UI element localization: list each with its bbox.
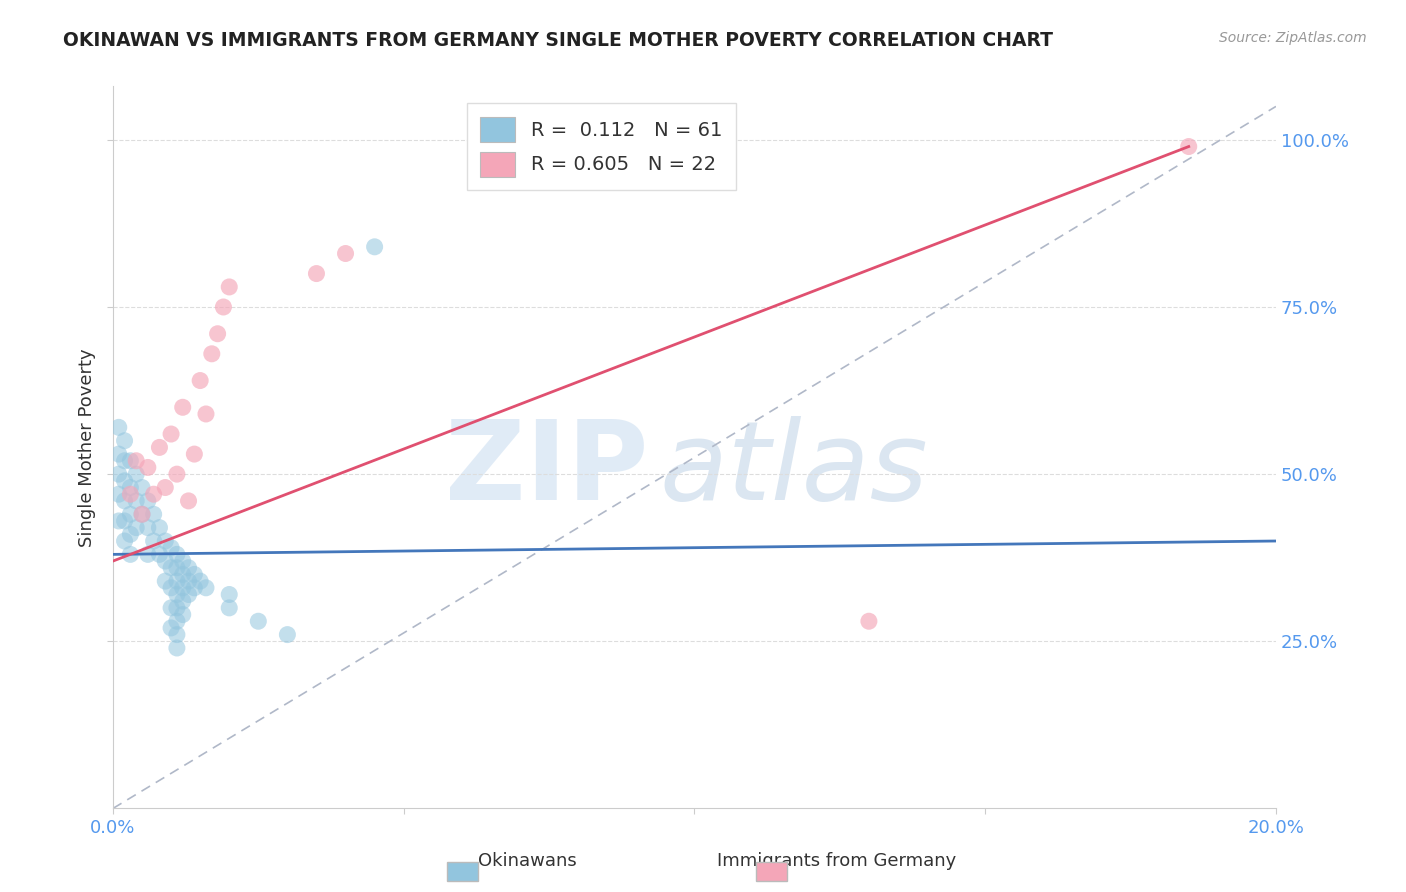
Point — [114, 494, 136, 508]
Point — [155, 554, 177, 568]
Point — [166, 574, 188, 588]
Point — [114, 434, 136, 448]
Text: Source: ZipAtlas.com: Source: ZipAtlas.com — [1219, 31, 1367, 45]
Point — [120, 454, 142, 468]
Point — [166, 587, 188, 601]
Point — [125, 467, 148, 482]
Point — [125, 454, 148, 468]
Point — [166, 614, 188, 628]
Point — [136, 494, 159, 508]
Point — [131, 508, 153, 522]
Point — [305, 267, 328, 281]
Point — [172, 567, 194, 582]
Point — [125, 521, 148, 535]
Point — [188, 574, 211, 588]
Point — [131, 508, 153, 522]
Point — [177, 587, 200, 601]
Point — [218, 587, 240, 601]
Point — [183, 581, 205, 595]
Point — [188, 374, 211, 388]
Point — [120, 508, 142, 522]
Text: atlas: atlas — [659, 416, 928, 523]
Legend: R =  0.112   N = 61, R = 0.605   N = 22: R = 0.112 N = 61, R = 0.605 N = 22 — [467, 103, 735, 190]
Point — [166, 640, 188, 655]
Point — [166, 600, 188, 615]
Point — [114, 514, 136, 528]
Point — [148, 547, 170, 561]
Point — [160, 600, 183, 615]
Point — [166, 547, 188, 561]
Point — [166, 627, 188, 641]
Point — [107, 467, 129, 482]
Point — [363, 240, 385, 254]
Point — [183, 447, 205, 461]
Point — [114, 474, 136, 488]
Point — [177, 574, 200, 588]
Point — [107, 447, 129, 461]
Point — [120, 527, 142, 541]
Point — [142, 487, 165, 501]
Point — [335, 246, 357, 260]
Point — [177, 560, 200, 574]
Point — [1177, 139, 1199, 153]
Point — [172, 554, 194, 568]
Point — [207, 326, 229, 341]
Point — [218, 280, 240, 294]
Point — [183, 567, 205, 582]
Point — [212, 300, 235, 314]
Point — [177, 494, 200, 508]
Point — [155, 574, 177, 588]
Point — [120, 481, 142, 495]
Point — [136, 460, 159, 475]
Point — [160, 581, 183, 595]
Text: Okinawans: Okinawans — [478, 852, 576, 870]
Point — [166, 467, 188, 482]
Point — [131, 481, 153, 495]
Point — [160, 621, 183, 635]
Point — [120, 487, 142, 501]
Point — [107, 487, 129, 501]
Point — [172, 581, 194, 595]
Point — [160, 560, 183, 574]
Point — [160, 541, 183, 555]
Point — [114, 534, 136, 549]
Text: Immigrants from Germany: Immigrants from Germany — [717, 852, 956, 870]
Point — [247, 614, 270, 628]
Point — [114, 454, 136, 468]
Point — [172, 607, 194, 622]
Point — [166, 560, 188, 574]
Point — [858, 614, 880, 628]
Point — [120, 547, 142, 561]
Point — [136, 547, 159, 561]
Point — [125, 494, 148, 508]
Point — [155, 481, 177, 495]
Point — [276, 627, 298, 641]
Point — [148, 441, 170, 455]
Point — [142, 534, 165, 549]
Point — [136, 521, 159, 535]
Point — [194, 581, 217, 595]
Point — [148, 521, 170, 535]
Point — [142, 508, 165, 522]
Point — [218, 600, 240, 615]
Point — [155, 534, 177, 549]
Point — [172, 401, 194, 415]
Point — [160, 427, 183, 442]
Point — [201, 347, 224, 361]
Text: OKINAWAN VS IMMIGRANTS FROM GERMANY SINGLE MOTHER POVERTY CORRELATION CHART: OKINAWAN VS IMMIGRANTS FROM GERMANY SING… — [63, 31, 1053, 50]
Point — [172, 594, 194, 608]
Point — [107, 514, 129, 528]
Point — [107, 420, 129, 434]
Point — [194, 407, 217, 421]
Text: ZIP: ZIP — [444, 416, 648, 523]
Y-axis label: Single Mother Poverty: Single Mother Poverty — [79, 348, 96, 547]
